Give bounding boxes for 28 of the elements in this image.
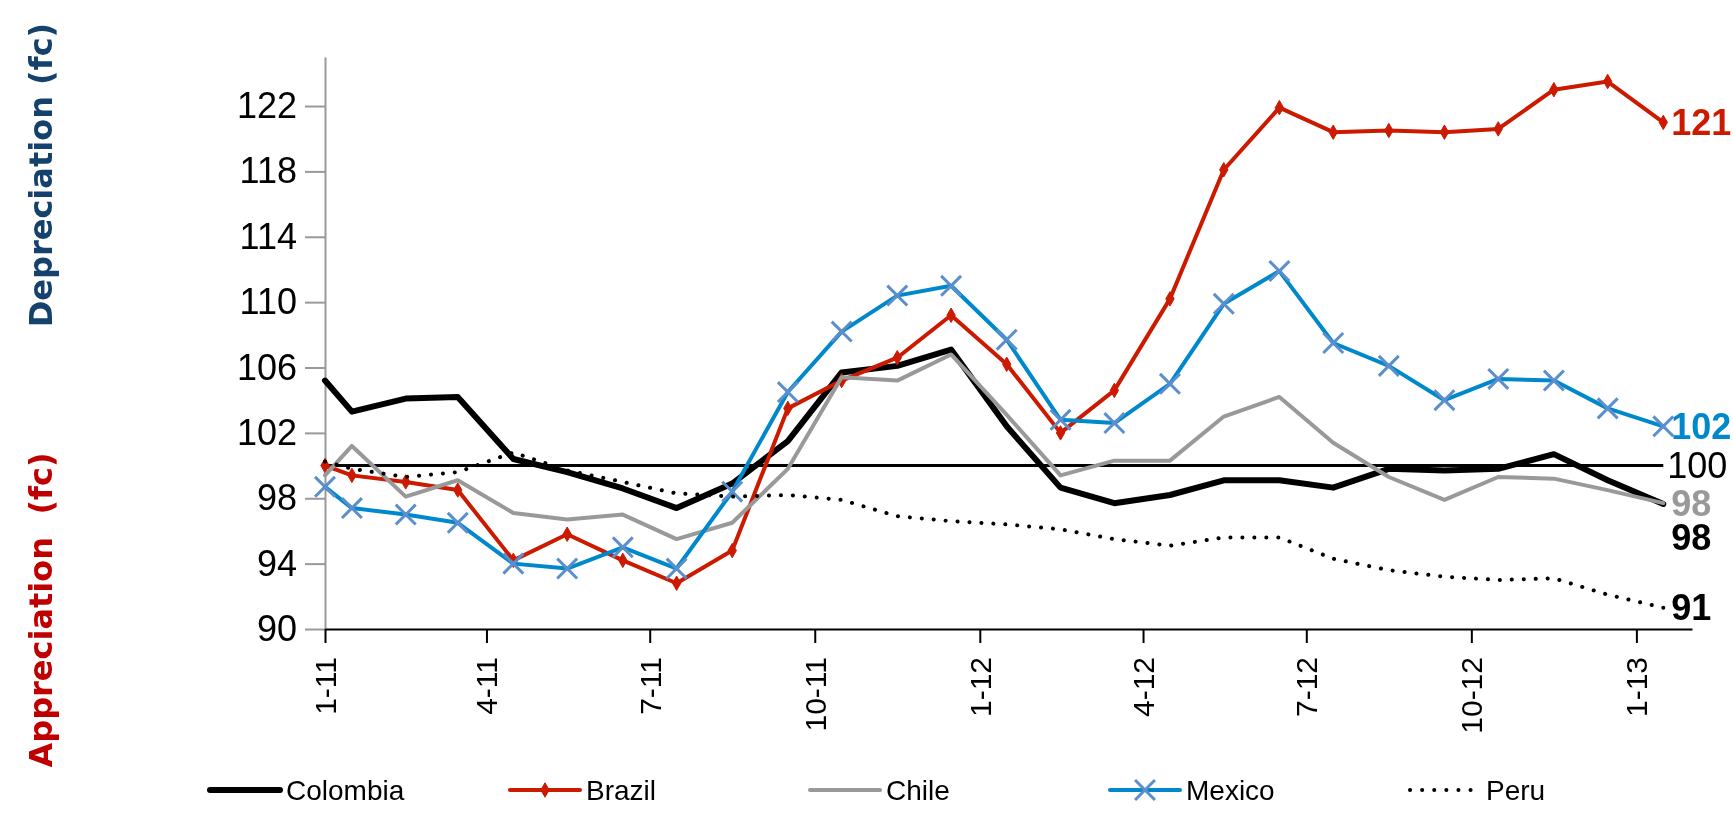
y-tick-label: 114: [239, 215, 297, 257]
y-tick-label: 102: [236, 411, 297, 453]
data-label: 91: [1671, 587, 1712, 629]
text: Depreciation (fc): [22, 22, 60, 328]
x-tick-label: 4-11: [470, 657, 504, 715]
x-tick-label: 10-11: [798, 657, 832, 732]
legend-label: Chile: [886, 774, 950, 806]
y-tick-label: 122: [236, 85, 297, 127]
legend-label: Mexico: [1186, 774, 1275, 806]
x-tick-label: 4-12: [1127, 657, 1161, 718]
x-tick-label: 1-11: [309, 657, 342, 715]
x-tick-label: 1-12: [963, 657, 997, 718]
x-tick-label: 10-12: [1455, 657, 1489, 734]
x-tick-label: 7-12: [1290, 657, 1324, 718]
legend-label: Peru: [1486, 774, 1546, 806]
y-tick-label: 110: [239, 281, 297, 323]
data-label: 102: [1671, 405, 1732, 447]
legend-label: Colombia: [286, 774, 405, 806]
text: Appreciation (fc): [22, 452, 60, 768]
x-tick-label: 1-13: [1620, 657, 1654, 718]
x-tick-label: 7-11: [633, 657, 667, 715]
y-tick-label: 94: [256, 542, 297, 584]
legend-label: Brazil: [586, 774, 657, 806]
y-tick-label: 118: [239, 150, 297, 192]
data-label: 121: [1671, 101, 1732, 143]
y-tick-label: 98: [256, 477, 297, 519]
y-tick-label: 90: [256, 608, 297, 650]
y-tick-label: 106: [236, 346, 297, 388]
